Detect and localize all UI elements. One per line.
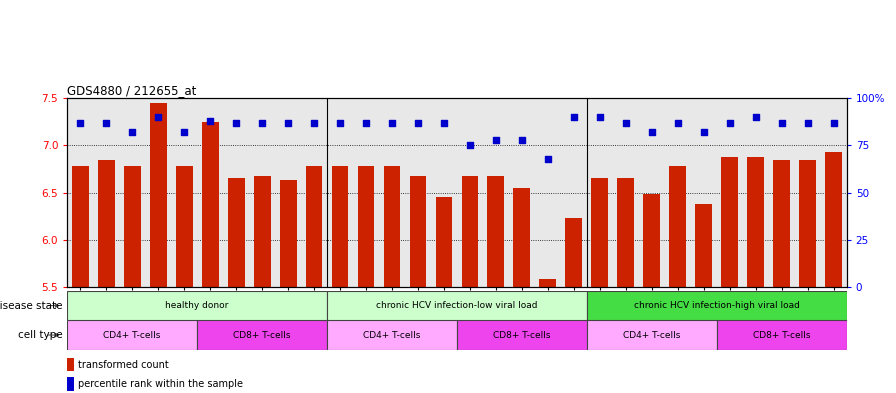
Text: CD8+ T-cells: CD8+ T-cells [233, 331, 291, 340]
Bar [67, 291, 327, 320]
Point [125, 129, 140, 135]
Bar [747, 157, 764, 287]
Bar [409, 176, 426, 287]
Bar [825, 152, 842, 287]
Text: disease state: disease state [0, 301, 63, 310]
Point [410, 119, 425, 126]
Point [384, 119, 399, 126]
Text: healthy donor: healthy donor [166, 301, 228, 310]
Point [202, 118, 217, 124]
Bar [67, 320, 197, 350]
Bar [67, 358, 74, 371]
Bar [587, 291, 847, 320]
Bar [327, 320, 457, 350]
Bar [587, 320, 717, 350]
Point [800, 119, 814, 126]
Bar [306, 166, 323, 287]
Bar [695, 204, 712, 287]
Bar [254, 176, 271, 287]
Bar [435, 197, 452, 287]
Point [488, 137, 503, 143]
Bar [799, 160, 816, 287]
Bar [487, 176, 504, 287]
Text: percentile rank within the sample: percentile rank within the sample [78, 379, 243, 389]
Text: transformed count: transformed count [78, 360, 168, 370]
Text: CD4+ T-cells: CD4+ T-cells [103, 331, 161, 340]
Point [306, 119, 321, 126]
Point [566, 114, 581, 120]
Point [826, 119, 840, 126]
Point [73, 119, 88, 126]
Point [774, 119, 788, 126]
Bar [565, 218, 582, 287]
Point [254, 119, 269, 126]
Bar [150, 103, 167, 287]
Point [514, 137, 529, 143]
Bar [773, 160, 790, 287]
Point [151, 114, 165, 120]
Point [436, 119, 451, 126]
Point [748, 114, 762, 120]
Point [177, 129, 191, 135]
Text: chronic HCV infection-low viral load: chronic HCV infection-low viral load [376, 301, 538, 310]
Bar [457, 320, 587, 350]
Bar [72, 166, 89, 287]
Bar [124, 166, 141, 287]
Bar [721, 157, 738, 287]
Point [228, 119, 243, 126]
Text: CD4+ T-cells: CD4+ T-cells [623, 331, 681, 340]
Bar [176, 166, 193, 287]
Text: CD8+ T-cells: CD8+ T-cells [493, 331, 551, 340]
Point [670, 119, 685, 126]
Point [358, 119, 373, 126]
Bar [202, 122, 219, 287]
Bar [67, 377, 74, 391]
Bar [617, 178, 634, 287]
Bar [717, 320, 847, 350]
Text: CD4+ T-cells: CD4+ T-cells [363, 331, 421, 340]
Text: GDS4880 / 212655_at: GDS4880 / 212655_at [67, 84, 196, 97]
Bar [669, 166, 686, 287]
Point [332, 119, 347, 126]
Point [280, 119, 295, 126]
Bar [591, 178, 608, 287]
Bar [513, 188, 530, 287]
Point [722, 119, 737, 126]
Bar [197, 320, 327, 350]
Bar [643, 195, 660, 287]
Text: chronic HCV infection-high viral load: chronic HCV infection-high viral load [633, 301, 800, 310]
Bar [280, 180, 297, 287]
Text: cell type: cell type [18, 330, 63, 340]
Bar [383, 166, 401, 287]
Point [540, 156, 555, 162]
Bar [539, 279, 556, 287]
Point [592, 114, 607, 120]
Bar [461, 176, 478, 287]
Point [644, 129, 659, 135]
Bar [332, 166, 349, 287]
Bar [358, 166, 375, 287]
Point [462, 142, 477, 149]
Bar [98, 160, 115, 287]
Text: CD8+ T-cells: CD8+ T-cells [753, 331, 811, 340]
Bar [327, 291, 587, 320]
Point [696, 129, 711, 135]
Point [99, 119, 113, 126]
Bar [228, 178, 245, 287]
Point [618, 119, 633, 126]
